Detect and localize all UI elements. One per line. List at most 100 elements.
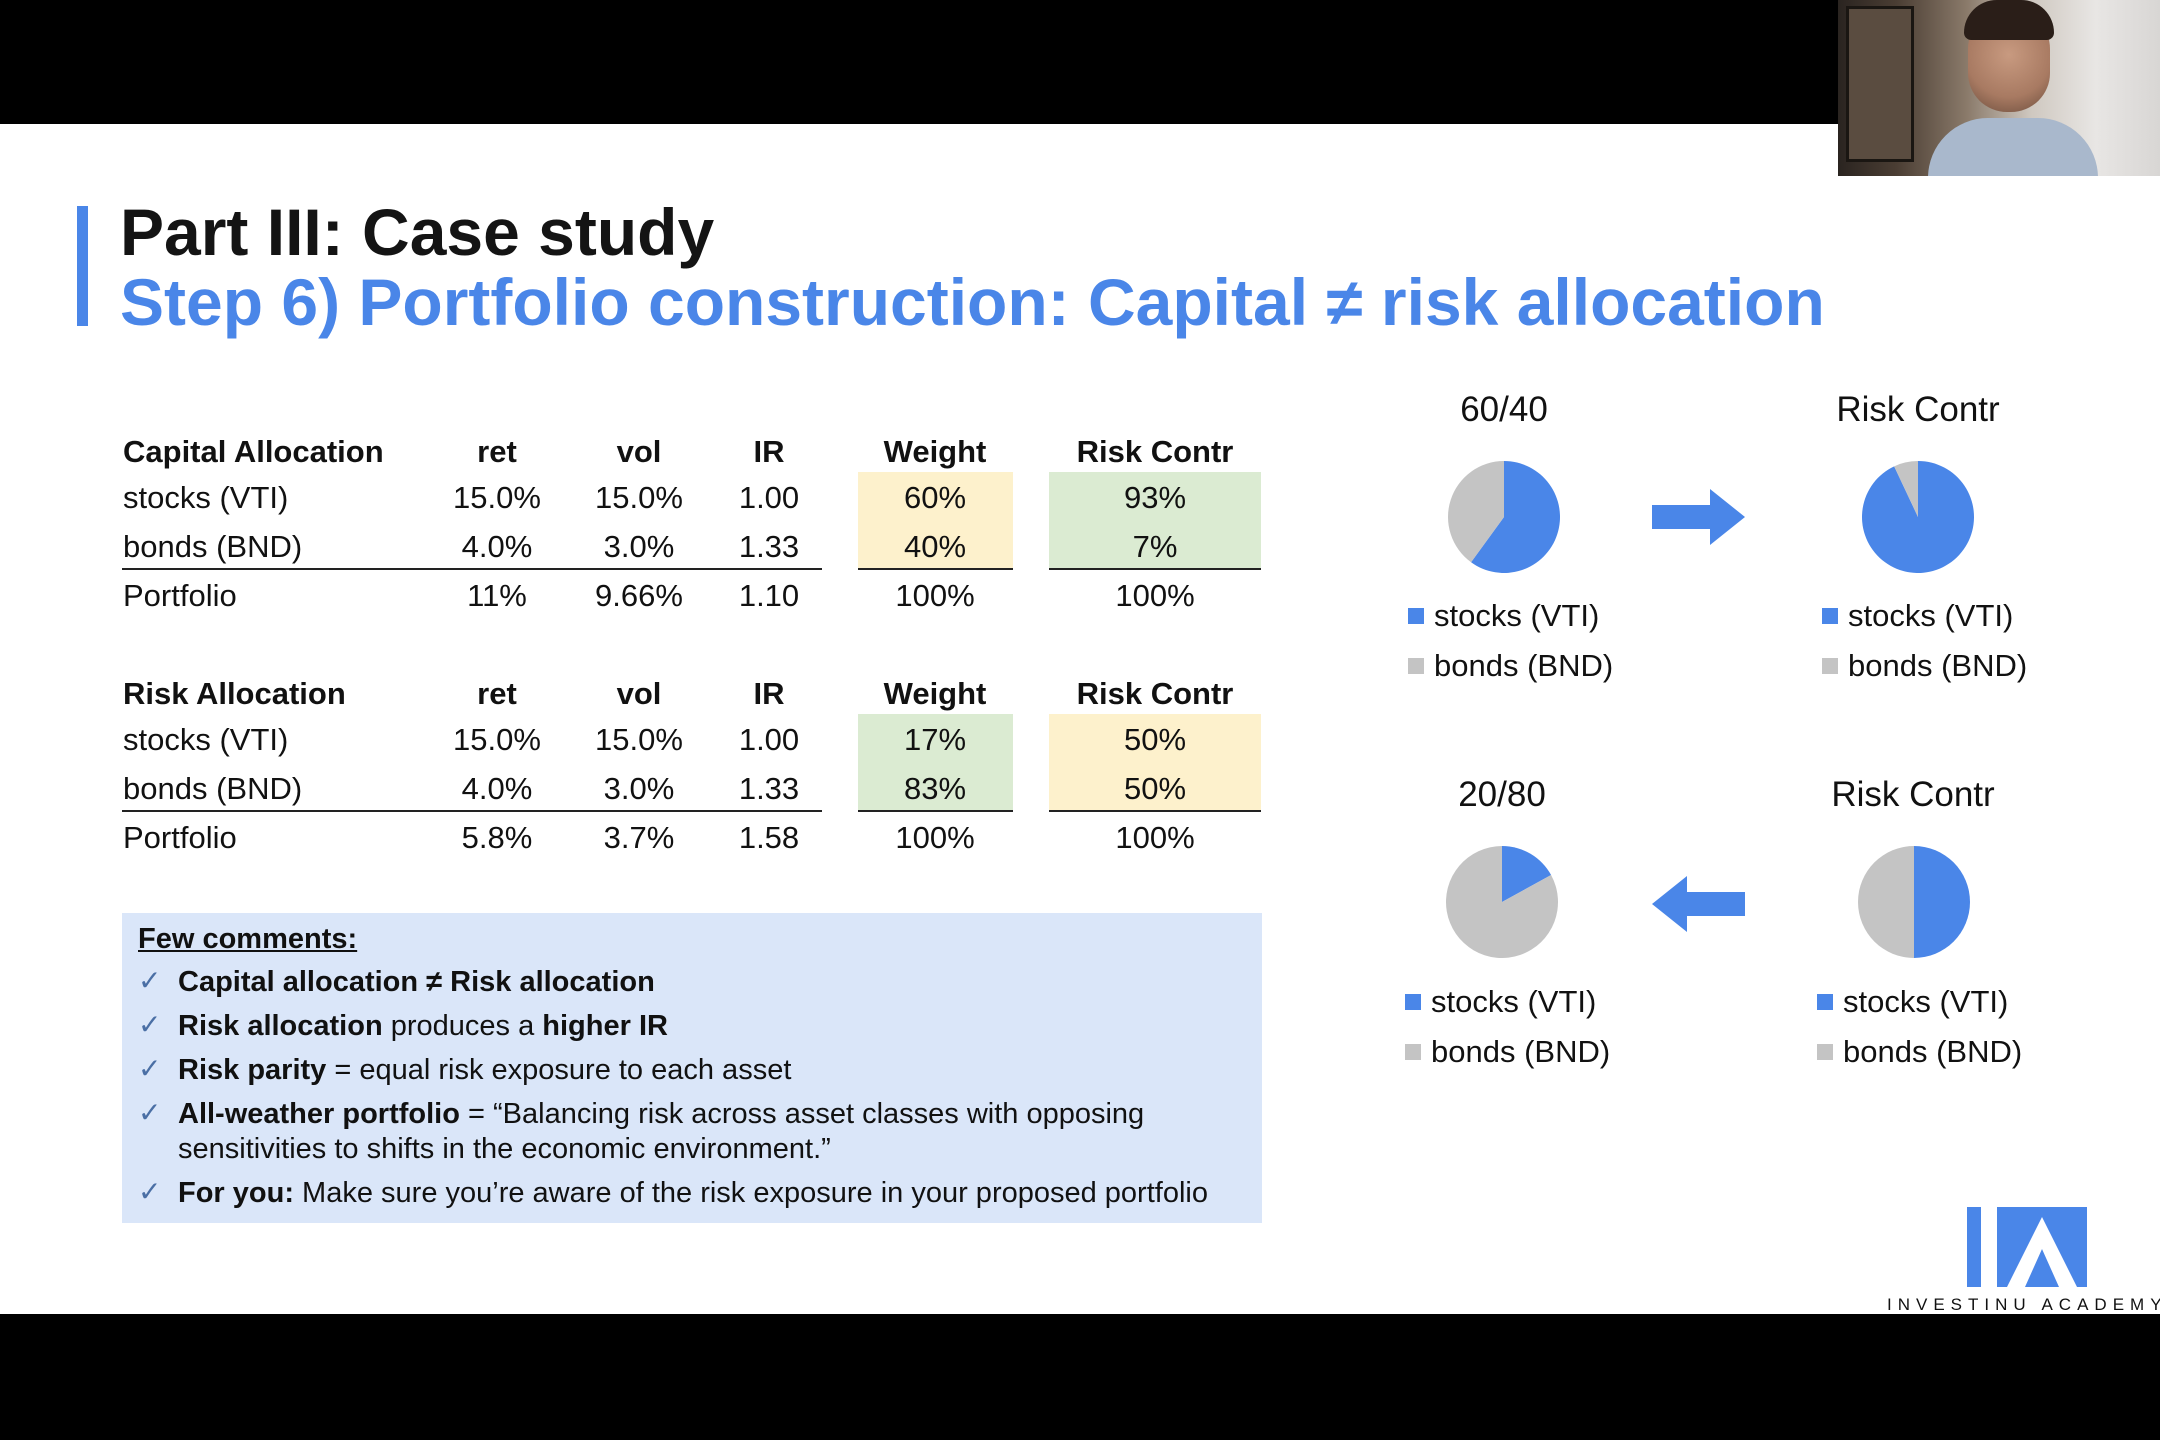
table-cell: 93% — [1123, 480, 1187, 515]
arrow-left-icon — [1652, 876, 1745, 932]
weight-highlight — [858, 472, 1013, 568]
pie-slice-stocks — [1502, 846, 1552, 902]
table-cell: 40% — [903, 529, 967, 564]
pie-slice-bonds — [1446, 846, 1558, 958]
pie-legend: stocks (VTI) bonds (BND) — [1405, 984, 1610, 1084]
table-cell: 1.58 — [738, 820, 800, 855]
slide-subtitle: Step 6) Portfolio construction: Capital … — [120, 265, 1825, 339]
legend-label: bonds (BND) — [1848, 648, 2028, 683]
weight-highlight — [858, 714, 1013, 810]
legend-swatch-bonds — [1817, 1044, 1833, 1060]
comment-bold: All-weather portfolio — [178, 1098, 460, 1130]
table-rule — [122, 810, 822, 812]
table-header: ret — [477, 676, 517, 711]
checkmark-icon: ✓ — [138, 965, 162, 996]
pie-slice-stocks — [1914, 846, 1970, 958]
table-cell: 3.0% — [603, 771, 675, 806]
legend-label: stocks (VTI) — [1848, 598, 2014, 633]
table-cell: 4.0% — [461, 529, 533, 564]
pie-chart — [1858, 846, 1970, 958]
table-cell: 3.7% — [603, 820, 675, 855]
pie-slice-bonds — [1448, 461, 1504, 563]
legend-label: bonds (BND) — [1434, 648, 1614, 683]
table-cell: 100% — [1115, 578, 1195, 613]
table-cell: 15.0% — [595, 722, 683, 757]
table-cell: 4.0% — [461, 771, 533, 806]
table-cell: 1.10 — [738, 578, 800, 613]
table-cell: 1.33 — [738, 771, 800, 806]
table-cell: 1.00 — [738, 722, 800, 757]
table-cell: 15.0% — [453, 480, 541, 515]
legend-swatch-bonds — [1822, 658, 1838, 674]
table-header: ret — [477, 434, 517, 469]
table-cell: 50% — [1123, 771, 1187, 806]
comment-text: produces a — [382, 1010, 543, 1042]
pie-slice-stocks — [1471, 461, 1560, 573]
comment-text: Make sure you’re aware of the risk expos… — [294, 1177, 1208, 1209]
legend-label: bonds (BND) — [1843, 1034, 2023, 1069]
legend-swatch-stocks — [1408, 608, 1424, 624]
legend-swatch-stocks — [1822, 608, 1838, 624]
legend-swatch-bonds — [1405, 1044, 1421, 1060]
table-header: Weight — [883, 434, 987, 469]
table-cell: 60% — [903, 480, 967, 515]
table-header: Weight — [883, 676, 987, 711]
pie-legend: stocks (VTI) bonds (BND) — [1817, 984, 2022, 1084]
table-header: IR — [753, 434, 785, 469]
pie-title: 20/80 — [1458, 775, 1546, 814]
table-cell: 7% — [1132, 529, 1178, 564]
pie-chart — [1446, 846, 1558, 958]
pie-chart — [1862, 461, 1974, 573]
table-header: vol — [616, 676, 662, 711]
table-cell: Portfolio — [123, 578, 237, 613]
table-cell: 17% — [903, 722, 967, 757]
table-header: vol — [616, 434, 662, 469]
table-rule — [122, 568, 822, 570]
investinu-logo: INVESTINU ACADEMY — [1887, 1207, 2160, 1314]
checkmark-icon: ✓ — [138, 1097, 162, 1128]
table-header: IR — [753, 676, 785, 711]
table-cell: 11% — [467, 578, 527, 613]
table-cell: 15.0% — [453, 722, 541, 757]
table-cell: 100% — [895, 578, 975, 613]
table-cell: 1.00 — [738, 480, 800, 515]
presenter-webcam — [1838, 0, 2160, 176]
investinu-logo-icon — [1967, 1207, 2087, 1287]
table-cell: Portfolio — [123, 820, 237, 855]
table-cell: 100% — [895, 820, 975, 855]
pie-legend: stocks (VTI) bonds (BND) — [1408, 598, 1613, 698]
table-cell: 3.0% — [603, 529, 675, 564]
table-rule — [858, 810, 1013, 812]
pie-slice-bonds — [1858, 846, 1914, 958]
pie-title: Risk Contr — [1831, 775, 1995, 814]
table-rule — [1049, 810, 1261, 812]
checkmark-icon: ✓ — [138, 1053, 162, 1084]
table-cell: stocks (VTI) — [123, 480, 289, 515]
pie-title: 60/40 — [1460, 390, 1548, 429]
legend-label: bonds (BND) — [1431, 1034, 1611, 1069]
pie-legend: stocks (VTI) bonds (BND) — [1822, 598, 2027, 698]
table-cell: 15.0% — [595, 480, 683, 515]
table-cell: bonds (BND) — [123, 529, 303, 564]
arrow-right-icon — [1652, 489, 1745, 545]
comment-bold: For you: — [178, 1177, 294, 1209]
table-rule — [858, 568, 1013, 570]
pie-slice-bonds — [1894, 461, 1918, 517]
legend-label: stocks (VTI) — [1434, 598, 1600, 633]
legend-swatch-stocks — [1817, 994, 1833, 1010]
brand-name: INVESTINU ACADEMY — [1887, 1295, 2160, 1314]
comments-box: Few comments: ✓ Capital allocation ≠ Ris… — [122, 913, 1262, 1223]
risk-contr-highlight — [1049, 714, 1261, 810]
pie-title: Risk Contr — [1836, 390, 2000, 429]
table-cell: 1.33 — [738, 529, 800, 564]
table-rule — [1049, 568, 1261, 570]
legend-label: stocks (VTI) — [1843, 984, 2009, 1019]
legend-swatch-bonds — [1408, 658, 1424, 674]
table-cell: stocks (VTI) — [123, 722, 289, 757]
title-accent-bar — [77, 206, 88, 326]
table-cell: 100% — [1115, 820, 1195, 855]
comment-bold: Capital allocation ≠ Risk allocation — [178, 966, 655, 998]
comment-text: = equal risk exposure to each asset — [326, 1054, 792, 1086]
table-header: Capital Allocation — [123, 434, 384, 469]
table-header: Risk Contr — [1076, 434, 1234, 469]
